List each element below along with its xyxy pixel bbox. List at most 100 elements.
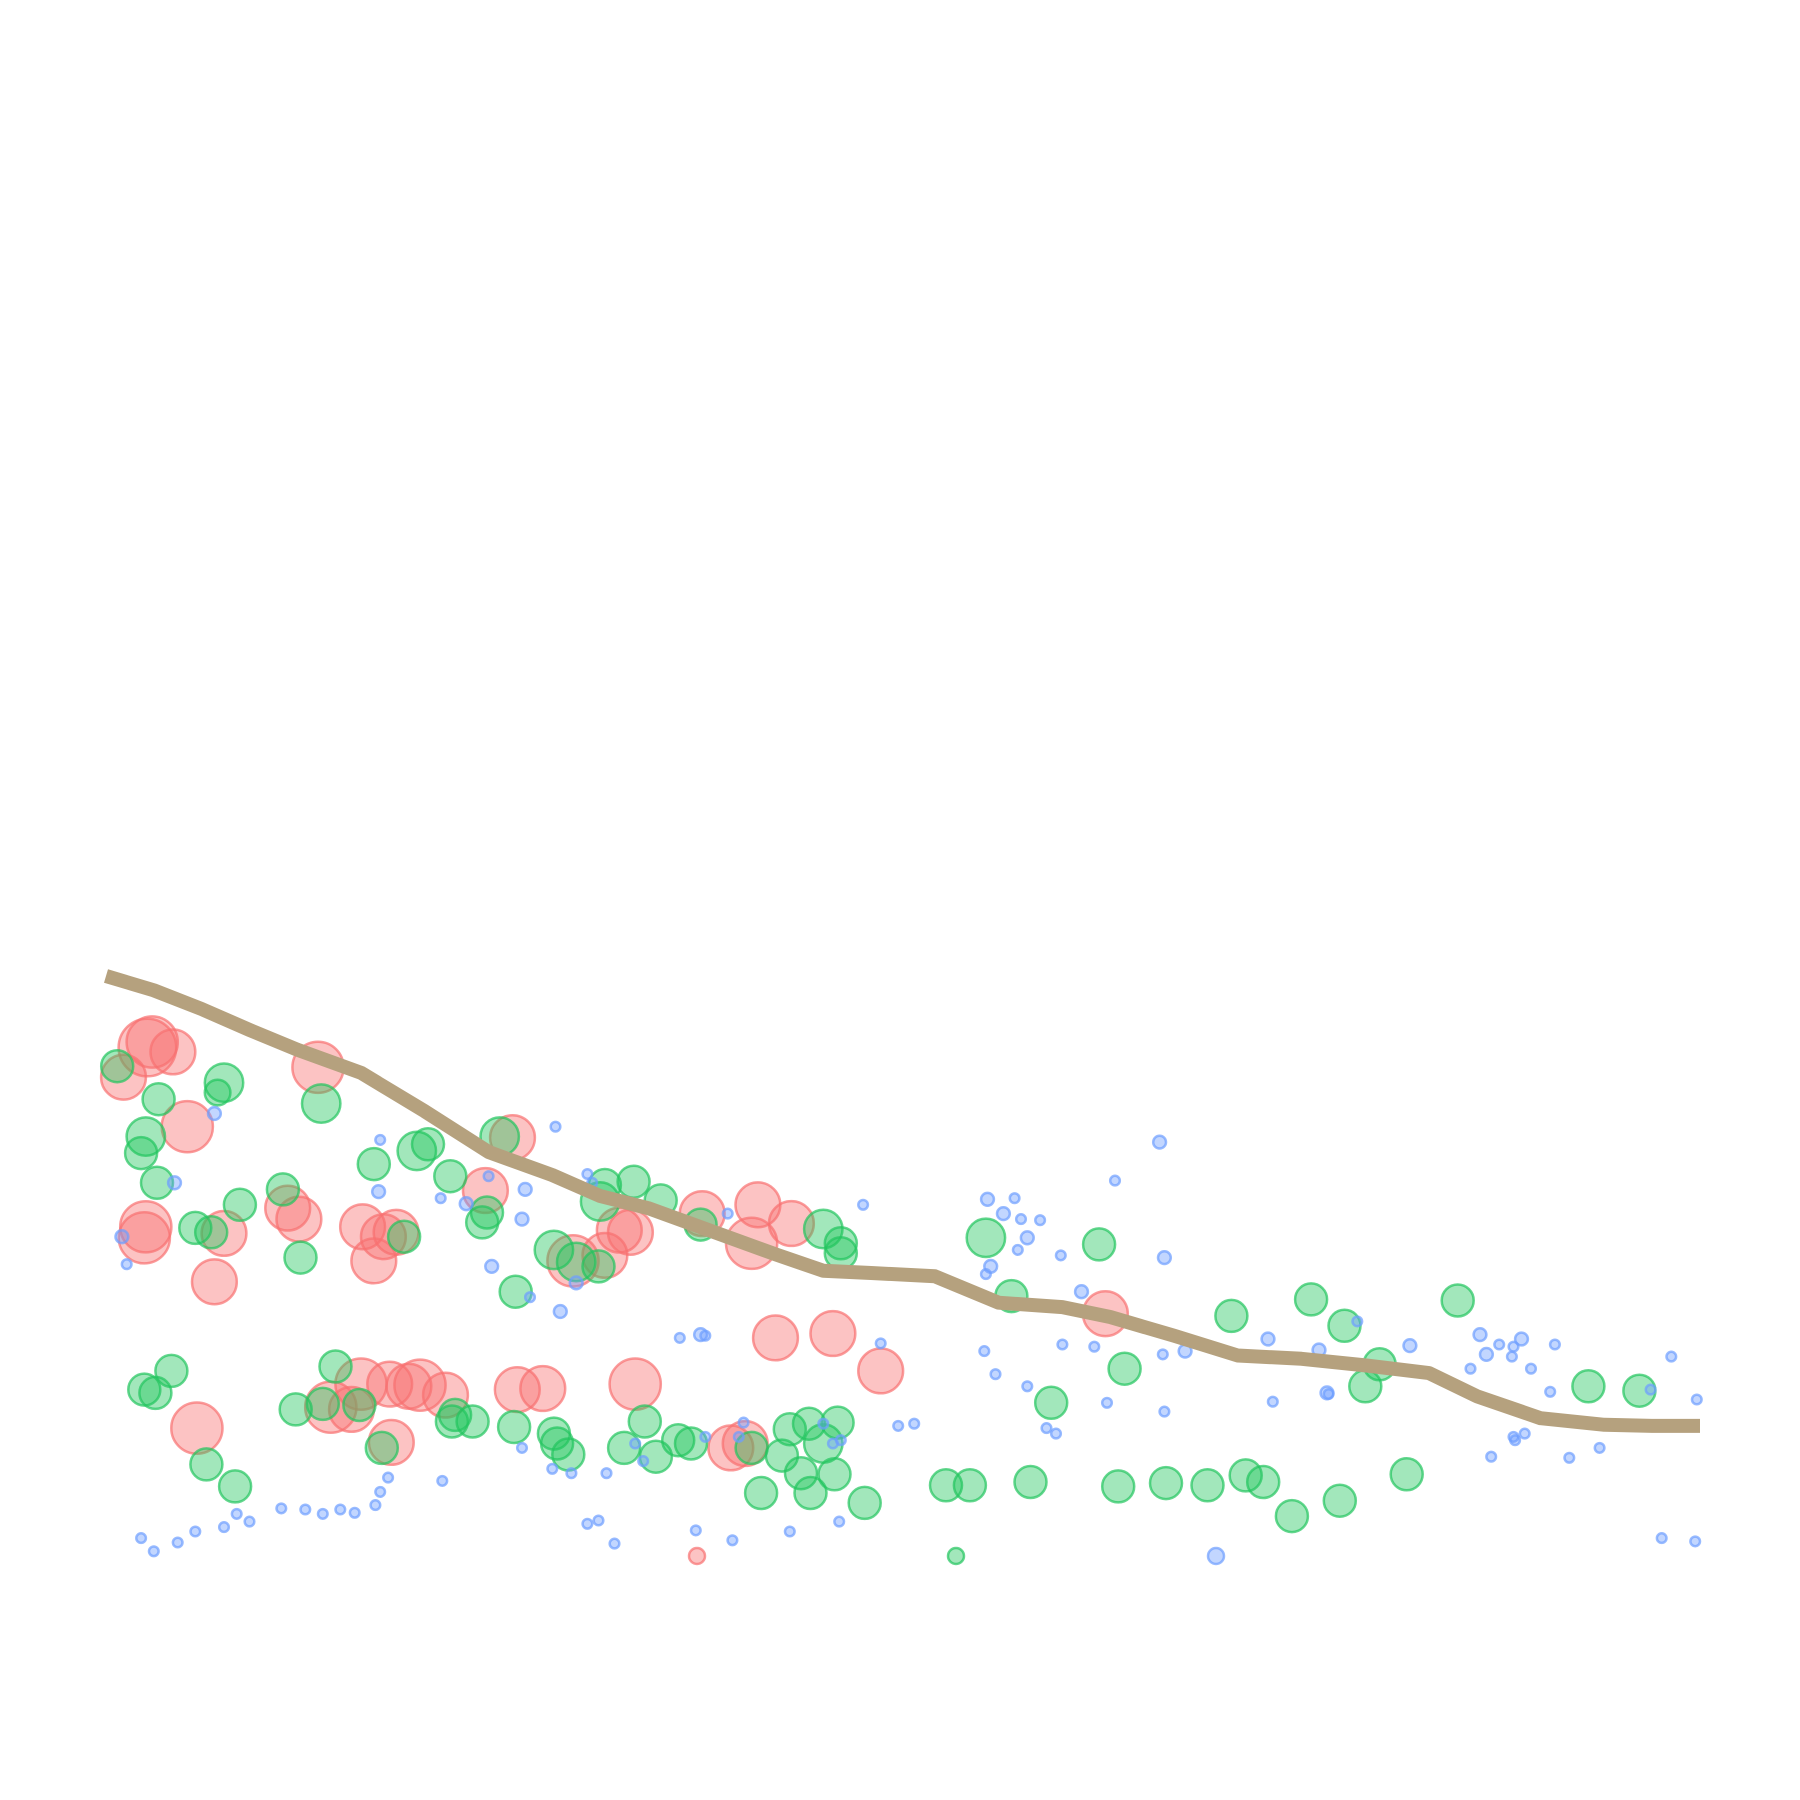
point-blue-3	[206, 1105, 223, 1122]
point-green-43	[437, 1397, 473, 1433]
series-blue	[114, 1105, 1703, 1558]
point-blue-84	[600, 1467, 613, 1480]
point-blue-69	[1266, 1395, 1279, 1408]
point-blue-104	[637, 1455, 650, 1468]
point-green-74	[1190, 1468, 1225, 1503]
point-blue-29	[1108, 1174, 1122, 1187]
point-green-73	[1228, 1458, 1263, 1493]
point-blue-36	[673, 1331, 686, 1344]
point-blue-57	[1690, 1393, 1703, 1406]
point-blue-61	[1518, 1427, 1531, 1440]
point-blue-59	[1644, 1383, 1657, 1396]
point-green-6	[123, 1135, 159, 1171]
point-blue-93	[334, 1503, 347, 1516]
point-blue-20	[1014, 1213, 1028, 1226]
point-green-49	[627, 1404, 663, 1439]
point-blue-107	[608, 1537, 621, 1550]
point-blue-89	[382, 1471, 395, 1484]
point-green-31	[823, 1226, 859, 1261]
point-green-52	[772, 1411, 808, 1447]
point-blue-28	[1156, 1249, 1173, 1266]
point-blue-103	[135, 1532, 148, 1545]
point-blue-80	[737, 1416, 750, 1429]
point-green-3	[203, 1078, 232, 1107]
legend-marker-blue	[1206, 1546, 1226, 1566]
point-green-56	[189, 1447, 224, 1482]
point-blue-11	[370, 1183, 387, 1200]
point-blue-70	[1158, 1405, 1171, 1418]
point-blue-82	[699, 1430, 712, 1443]
point-blue-65	[1485, 1450, 1498, 1463]
point-blue-17	[979, 1191, 996, 1207]
point-blue-13	[514, 1211, 530, 1227]
point-green-77	[1274, 1498, 1310, 1534]
point-red-43	[751, 1314, 800, 1362]
point-green-76	[1322, 1483, 1358, 1518]
point-green-34	[1081, 1227, 1117, 1262]
point-green-62	[764, 1438, 800, 1473]
point-red-31	[519, 1364, 567, 1413]
point-blue-55	[1524, 1362, 1538, 1375]
point-green-41	[342, 1387, 377, 1423]
point-red-26	[366, 1360, 414, 1408]
point-blue-87	[515, 1441, 529, 1454]
point-red-14	[359, 1213, 408, 1261]
point-blue-35	[552, 1303, 568, 1320]
point-blue-51	[1507, 1340, 1520, 1353]
point-blue-42	[1156, 1348, 1169, 1361]
point-green-15	[464, 1205, 500, 1240]
point-green-2	[141, 1081, 176, 1117]
point-blue-68	[1322, 1387, 1335, 1401]
point-blue-92	[348, 1506, 361, 1519]
point-blue-15	[721, 1207, 734, 1220]
point-blue-10	[581, 1167, 594, 1181]
point-blue-49	[1513, 1331, 1530, 1347]
point-red-42	[857, 1347, 905, 1395]
point-blue-73	[1040, 1422, 1053, 1435]
point-green-63	[783, 1455, 819, 1491]
point-blue-7	[458, 1196, 474, 1212]
point-green-64	[817, 1457, 852, 1492]
point-green-9	[356, 1146, 392, 1182]
point-green-80	[1033, 1385, 1069, 1421]
point-blue-22	[1019, 1230, 1035, 1246]
point-green-65	[743, 1475, 779, 1511]
point-green-61	[673, 1426, 709, 1461]
point-red-27	[393, 1358, 447, 1413]
point-blue-100	[189, 1525, 202, 1538]
point-green-24	[193, 1215, 229, 1250]
point-blue-1	[120, 1258, 133, 1271]
point-blue-27	[1073, 1284, 1090, 1300]
point-green-17	[386, 1219, 422, 1254]
point-blue-53	[1505, 1350, 1518, 1363]
point-blue-71	[1100, 1396, 1114, 1409]
point-blue-5	[434, 1192, 447, 1205]
point-green-86	[1214, 1298, 1249, 1334]
data-points	[99, 1015, 1703, 1558]
point-red-38	[809, 1309, 857, 1358]
point-blue-72	[1021, 1380, 1034, 1393]
point-green-79	[1107, 1351, 1142, 1386]
point-blue-75	[908, 1417, 921, 1430]
point-blue-96	[275, 1502, 288, 1515]
point-blue-81	[732, 1430, 745, 1443]
point-blue-90	[374, 1485, 387, 1498]
point-blue-26	[1054, 1249, 1067, 1262]
point-blue-105	[592, 1514, 605, 1527]
legend-marker-red	[687, 1546, 707, 1566]
point-red-24	[190, 1258, 239, 1306]
point-green-26	[283, 1240, 318, 1275]
point-blue-66	[1509, 1434, 1522, 1447]
point-blue-41	[1056, 1338, 1069, 1351]
legend-marker-green	[946, 1546, 966, 1566]
point-blue-101	[171, 1536, 184, 1549]
point-blue-111	[833, 1515, 846, 1528]
point-green-70	[1013, 1464, 1048, 1500]
point-green-85	[1571, 1369, 1606, 1404]
point-blue-86	[546, 1462, 559, 1475]
point-blue-56	[1548, 1338, 1561, 1351]
legend-item-green	[946, 1546, 966, 1566]
point-blue-19	[995, 1205, 1012, 1222]
point-blue-6	[517, 1181, 533, 1198]
